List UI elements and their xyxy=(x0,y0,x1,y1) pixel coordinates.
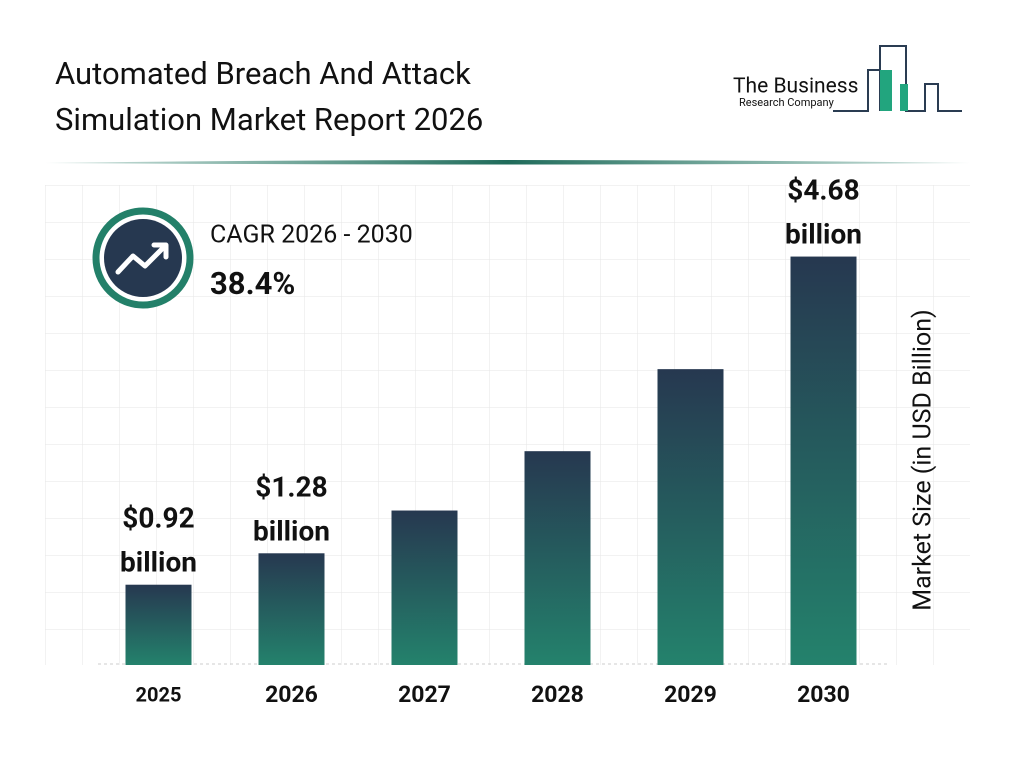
logo xyxy=(833,45,962,112)
chart-title: Automated Breach And Attack xyxy=(55,55,471,92)
bar xyxy=(391,510,458,665)
logo-bar xyxy=(880,70,892,111)
x-tick-label: 2030 xyxy=(797,681,850,708)
icon-arrowhead xyxy=(151,242,169,260)
bar xyxy=(524,451,591,665)
x-tick-label: 2028 xyxy=(531,681,584,708)
value-label-line: $4.68 xyxy=(787,174,859,207)
x-tick-label: 2027 xyxy=(398,681,451,708)
logo-bar xyxy=(900,84,908,111)
cagr-label: CAGR 2026 - 2030 xyxy=(210,221,413,250)
y-axis-label: Market Size (in USD Billion) xyxy=(909,309,938,611)
value-label-line: billion xyxy=(120,546,197,579)
value-label-line: billion xyxy=(785,218,862,251)
value-label: $1.28 billion xyxy=(253,471,330,548)
x-tick-label: 2029 xyxy=(664,681,717,708)
value-label-line: $1.28 xyxy=(255,471,327,504)
value-label: $4.68 billion xyxy=(785,174,862,251)
title-rule xyxy=(45,160,970,165)
icon-arrow xyxy=(115,243,168,275)
value-label-line: $0.92 xyxy=(122,502,194,535)
cagr-value: 38.4% xyxy=(210,265,295,302)
value-label-line: billion xyxy=(253,515,330,548)
bar xyxy=(258,553,325,665)
brand-sub: Research Company xyxy=(739,96,835,109)
icon-disc xyxy=(104,219,182,297)
x-tick-label: 2025 xyxy=(136,682,182,706)
cagr-icon xyxy=(92,207,194,309)
bar xyxy=(657,369,724,665)
x-tick-label: 2026 xyxy=(265,681,318,708)
chart-title: Simulation Market Report 2026 xyxy=(55,101,483,138)
bar xyxy=(125,584,192,665)
brand-name: The Business xyxy=(733,75,858,99)
bar xyxy=(790,256,857,665)
value-label: $0.92 billion xyxy=(120,502,197,579)
